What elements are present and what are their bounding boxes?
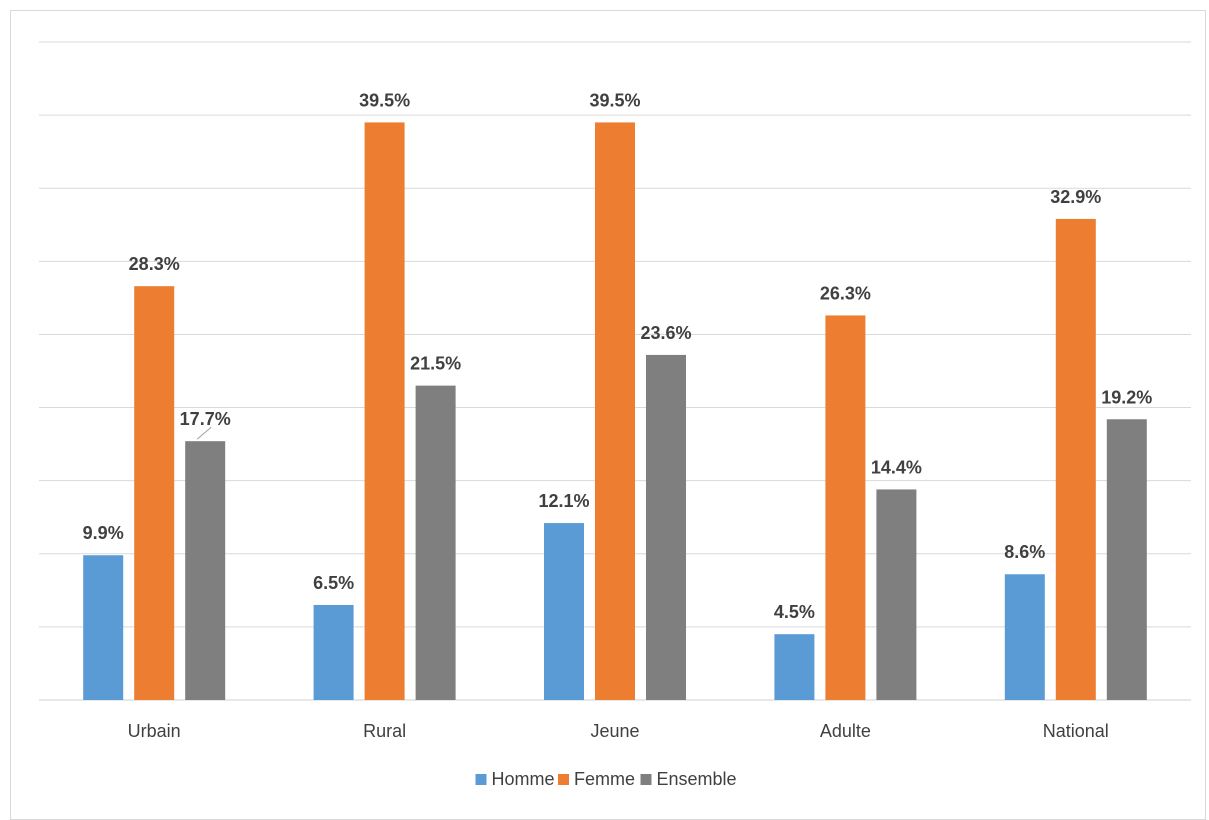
- bar-ensemble-adulte: [876, 489, 917, 700]
- legend-swatch-femme: [558, 774, 569, 785]
- data-label-femme-rural: 39.5%: [359, 90, 410, 110]
- bar-femme-urbain: [134, 286, 175, 700]
- data-label-homme-rural: 6.5%: [313, 573, 354, 593]
- bar-ensemble-national: [1106, 419, 1147, 700]
- data-label-ensemble-urbain: 17.7%: [180, 409, 231, 429]
- legend-label-ensemble: Ensemble: [657, 769, 737, 789]
- bar-ensemble-rural: [415, 385, 456, 700]
- bar-chart: 9.9% 28.3% 17.7% 6.5% 39.5% 21.5% 12.1% 39.5% 23…: [39, 41, 1191, 789]
- chart-frame: 9.9% 28.3% 17.7% 6.5% 39.5% 21.5% 12.1% 39.5% 23…: [10, 10, 1206, 820]
- bar-homme-jeune: [544, 523, 584, 700]
- category-label-national: National: [1043, 721, 1109, 741]
- category-label-urbain: Urbain: [128, 721, 181, 741]
- data-label-femme-urbain: 28.3%: [129, 254, 180, 274]
- data-label-homme-adulte: 4.5%: [774, 602, 815, 622]
- legend-label-femme: Femme: [574, 769, 635, 789]
- data-label-ensemble-rural: 21.5%: [410, 354, 461, 374]
- data-label-homme-national: 8.6%: [1004, 542, 1045, 562]
- category-label-adulte: Adulte: [820, 721, 871, 741]
- bar-femme-adulte: [825, 315, 866, 700]
- leader-line: [196, 426, 212, 440]
- bars: [83, 122, 1147, 700]
- data-label-ensemble-adulte: 14.4%: [871, 457, 922, 477]
- category-label-jeune: Jeune: [590, 721, 639, 741]
- data-label-femme-adulte: 26.3%: [820, 283, 871, 303]
- category-axis: Urbain Rural Jeune Adulte National: [128, 721, 1109, 741]
- bar-homme-adulte: [774, 634, 815, 700]
- legend-swatch-ensemble: [640, 774, 652, 785]
- data-label-femme-national: 32.9%: [1050, 187, 1101, 207]
- bar-ensemble-jeune: [646, 354, 686, 700]
- bar-femme-rural: [364, 122, 405, 700]
- data-label-homme-jeune: 12.1%: [538, 491, 589, 511]
- data-label-femme-jeune: 39.5%: [589, 90, 640, 110]
- data-label-homme-urbain: 9.9%: [83, 523, 124, 543]
- legend-swatch-homme: [475, 774, 487, 785]
- data-label-ensemble-jeune: 23.6%: [640, 323, 691, 343]
- legend-label-homme: Homme: [492, 769, 555, 789]
- category-label-rural: Rural: [363, 721, 406, 741]
- data-labels: 9.9% 28.3% 17.7% 6.5% 39.5% 21.5% 12.1% 39.5% 23…: [83, 90, 1153, 622]
- bar-homme-rural: [313, 604, 354, 700]
- data-label-ensemble-national: 19.2%: [1101, 387, 1152, 407]
- legend: Homme Femme Ensemble: [475, 769, 737, 789]
- bar-ensemble-urbain: [185, 441, 226, 700]
- bar-femme-national: [1055, 218, 1096, 700]
- bar-homme-urbain: [83, 555, 124, 700]
- bar-homme-national: [1004, 574, 1045, 700]
- bar-femme-jeune: [595, 122, 635, 700]
